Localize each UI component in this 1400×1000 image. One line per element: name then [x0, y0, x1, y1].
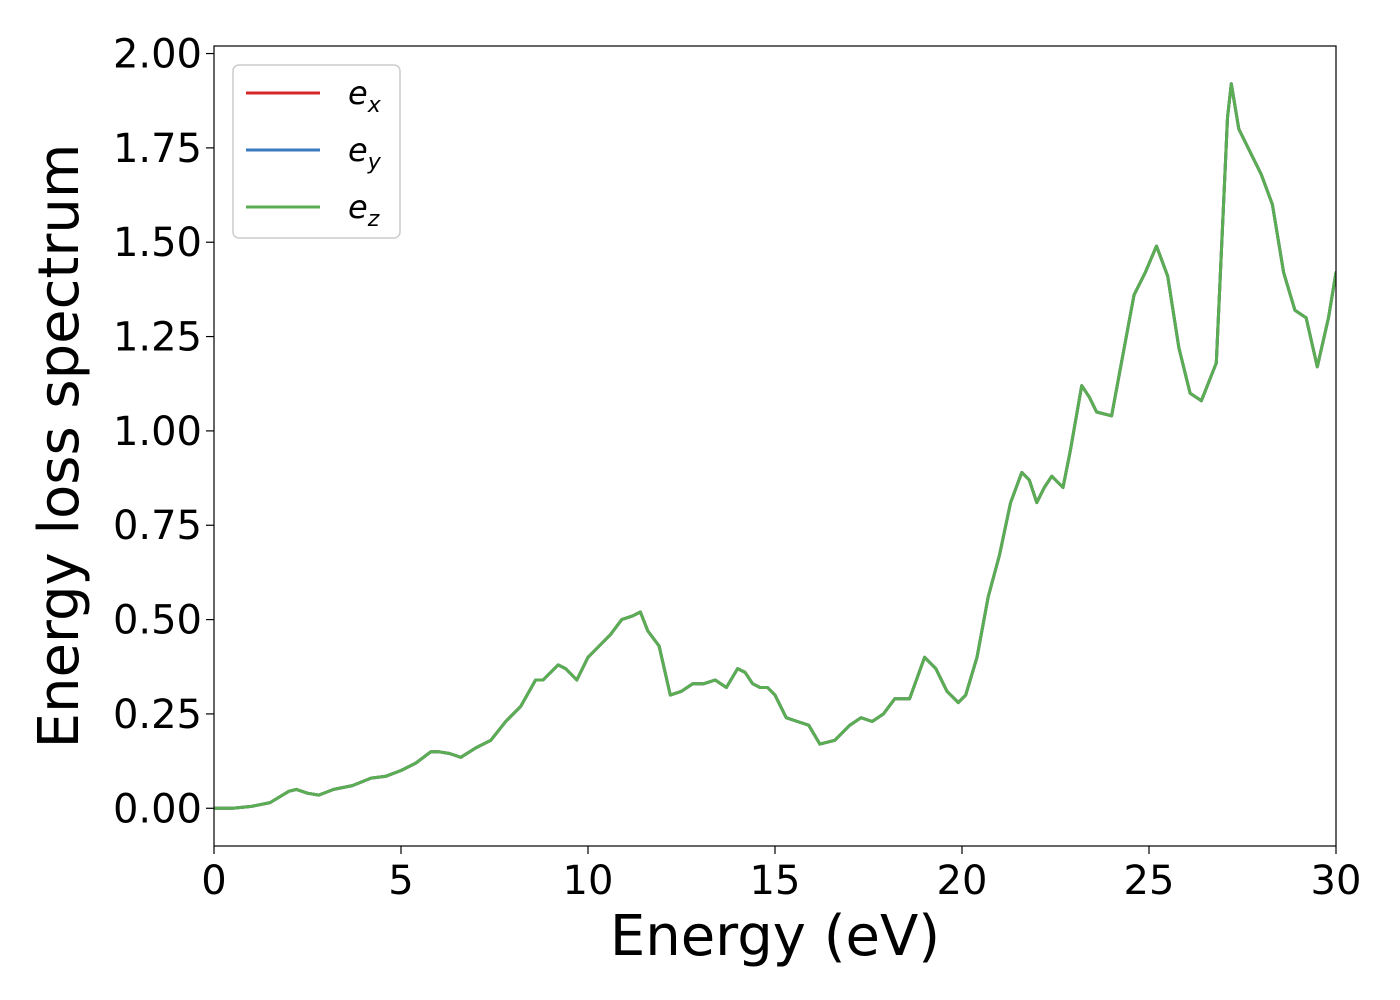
y-tick-label: 1.75 — [113, 126, 202, 172]
x-tick-label: 10 — [563, 858, 614, 904]
x-tick-label: 30 — [1311, 858, 1362, 904]
series-group — [214, 82, 1336, 810]
x-axis: 0 5 10 15 20 25 30 — [201, 846, 1361, 904]
plot-area — [214, 82, 1336, 810]
y-tick-label: 2.00 — [113, 32, 202, 78]
x-tick-label: 25 — [1124, 858, 1175, 904]
y-tick-label: 0.75 — [113, 503, 202, 549]
x-tick-label: 5 — [388, 858, 413, 904]
series-line-ez — [214, 82, 1336, 810]
x-tick-label: 0 — [201, 858, 226, 904]
legend-label: ey — [348, 131, 382, 175]
y-tick-label: 0.50 — [113, 598, 202, 644]
y-tick-label: 1.50 — [113, 220, 202, 266]
y-tick-label: 0.25 — [113, 692, 202, 738]
x-tick-label: 20 — [937, 858, 988, 904]
x-axis-title: Energy (eV) — [610, 904, 940, 969]
y-tick-label: 0.00 — [113, 786, 202, 832]
y-axis-title: Energy loss spectrum — [27, 144, 92, 749]
legend-label: ez — [348, 188, 380, 232]
y-tick-label: 1.25 — [113, 315, 202, 361]
y-tick-label: 1.00 — [113, 409, 202, 455]
x-tick-label: 15 — [750, 858, 801, 904]
y-axis: 0.00 0.25 0.50 0.75 1.00 1.25 1.50 1.75 2.00 — [113, 32, 214, 832]
